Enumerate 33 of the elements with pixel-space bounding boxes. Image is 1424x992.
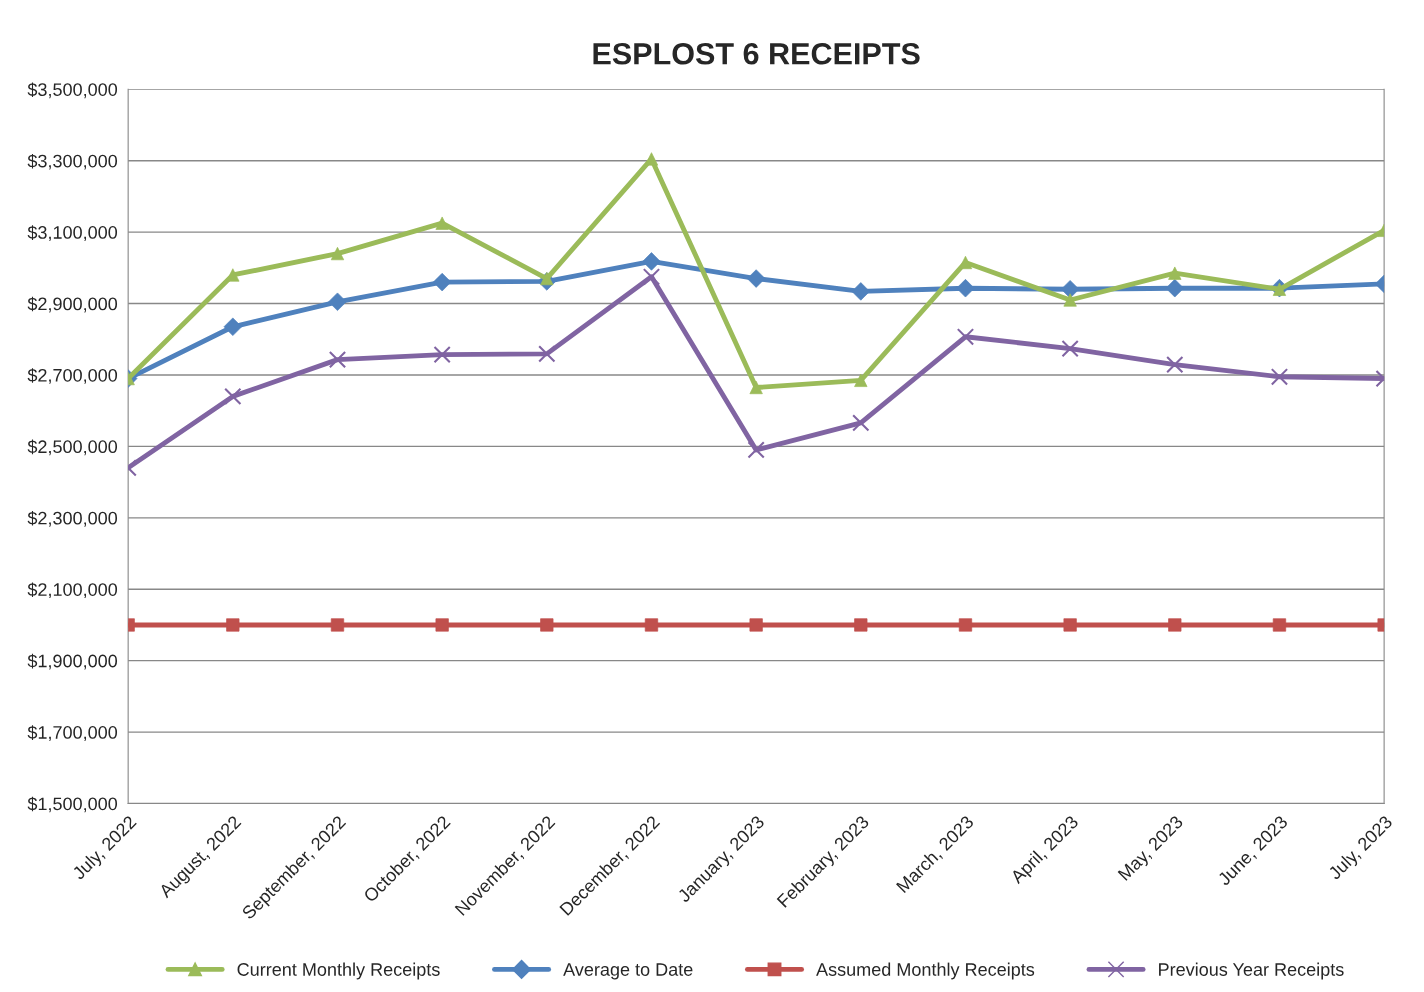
y-tick-label: $3,100,000 — [27, 225, 118, 241]
y-tick-label: $2,100,000 — [27, 582, 118, 599]
point — [328, 292, 347, 311]
y-tick-label: $1,500,000 — [27, 796, 118, 813]
point — [433, 345, 451, 364]
point — [1166, 355, 1184, 374]
point — [746, 269, 766, 288]
legend-label: Previous Year Receipts — [1159, 962, 1344, 980]
point — [224, 387, 242, 406]
point — [642, 268, 661, 286]
point — [328, 350, 347, 369]
y-tick-label: $1,700,000 — [27, 725, 118, 741]
point — [852, 414, 870, 432]
y-tick-label: $2,700,000 — [27, 368, 118, 384]
point — [747, 441, 765, 459]
point — [1270, 368, 1289, 386]
point — [644, 618, 659, 632]
y-tick-label: $3,300,000 — [27, 153, 118, 170]
y-tick-label: $2,900,000 — [27, 296, 118, 313]
chart-title: ESPLOST 6 RECEIPTS — [593, 42, 920, 65]
point — [538, 345, 556, 363]
point — [1272, 618, 1287, 632]
point — [956, 328, 975, 346]
y-tick-label: $2,300,000 — [27, 511, 118, 527]
point — [958, 618, 973, 632]
legend-label: Assumed Monthly Receipts — [816, 962, 1035, 980]
point — [1061, 339, 1079, 358]
legend-label: Average to Date — [563, 963, 693, 980]
y-tick-label: $1,900,000 — [27, 653, 118, 670]
legend-label: Current Monthly Receipts — [237, 962, 440, 980]
y-tick-label: $3,500,000 — [27, 82, 118, 99]
point — [958, 255, 973, 270]
y-tick-label: $2,500,000 — [27, 439, 118, 456]
